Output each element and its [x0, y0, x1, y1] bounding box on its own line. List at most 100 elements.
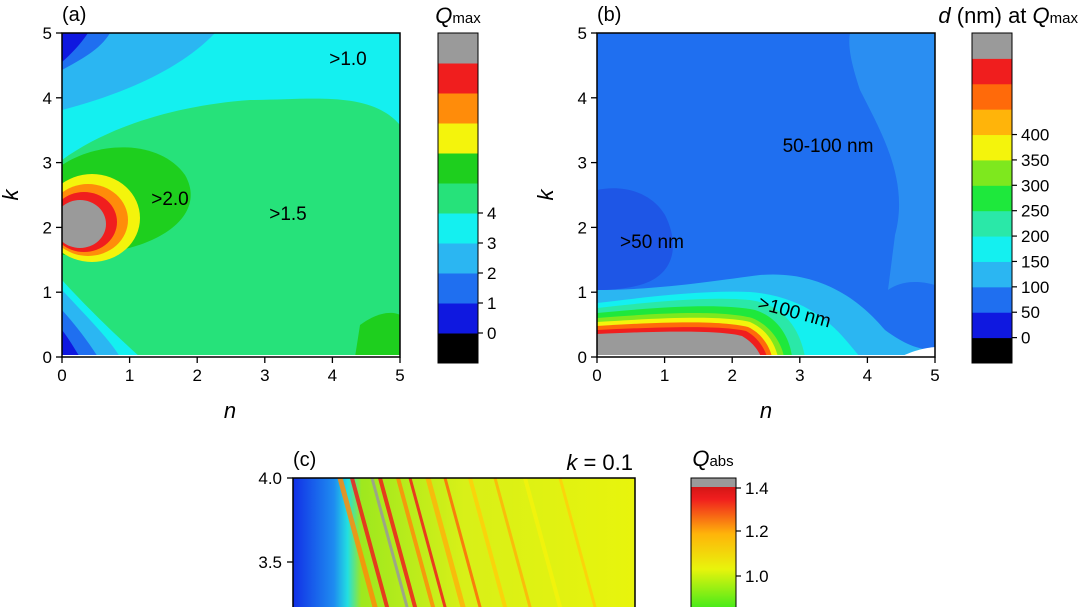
panel-c-resonance-band: [558, 478, 598, 612]
panel-b-xtick-label: 3: [795, 366, 804, 385]
panel-b-colorbar-band: [972, 185, 1012, 212]
panel-a-colorbar-band: [438, 153, 478, 184]
panel-b-ytick-label: 3: [578, 154, 587, 173]
panel-a-y-axis: 0 1 2 3 4 5: [43, 24, 62, 367]
panel-b-annotation-2: >50 nm: [620, 232, 684, 253]
panel-b-colorbar-band: [972, 159, 1012, 186]
panel-a-colorbar-tick-label: 4: [487, 204, 496, 223]
panel-b-label: (b): [597, 4, 621, 26]
panel-b-colorbar: 0 50 100 150 200 250 300 350 400: [971, 32, 1049, 364]
panel-c-resonance-band: [443, 478, 483, 612]
panel-b-colorbar-band: [972, 58, 1012, 85]
panel-b-ytick-label: 4: [578, 89, 587, 108]
panel-b-ytick-label: 0: [578, 348, 587, 367]
panel-c-colorbar-tick-label: 1.4: [745, 479, 769, 498]
panel-b-xlabel: n: [760, 398, 772, 423]
panel-a-label: (a): [62, 4, 86, 26]
panel-a-ytick-label: 1: [43, 283, 52, 302]
panel-a-frame: [61, 32, 401, 358]
panel-c-label: (c): [293, 449, 316, 471]
panel-c-colorbar-tick-label: 1.2: [745, 522, 769, 541]
panel-c-resonance-band: [425, 478, 467, 612]
panel-c-resonance-band: [408, 478, 448, 612]
panel-a-colorbar-band: [438, 333, 478, 364]
panel-a-colorbar-band: [438, 93, 478, 124]
panel-c-map: [293, 478, 635, 612]
panel-a-colorbar-tick-label: 3: [487, 234, 496, 253]
panel-a-xtick-label: 0: [57, 366, 66, 385]
panel-c-colorbar-gradient: [691, 478, 736, 612]
panel-b-colorbar-band: [972, 109, 1012, 136]
panel-c-resonance-band: [337, 478, 379, 612]
panel-a-ytick-label: 4: [43, 89, 52, 108]
panel-a-colorbar-tick-label: 2: [487, 264, 496, 283]
panel-a-colorbar-tick-label: 0: [487, 324, 496, 343]
panel-c-ytick-label: 4.0: [258, 469, 282, 488]
panel-b-xtick-label: 4: [863, 366, 872, 385]
panel-b-colorbar-tick-label: 100: [1021, 278, 1049, 297]
panel-c-resonance-band: [396, 478, 437, 612]
panel-b-xtick-label: 2: [727, 366, 736, 385]
panel-a-colorbar-tick-label: 1: [487, 294, 496, 313]
panel-a-ytick-label: 5: [43, 24, 52, 43]
panel-b-colorbar-tick-label: 300: [1021, 176, 1049, 195]
panel-a-xtick-label: 3: [260, 366, 269, 385]
panel-c-resonance-band: [523, 478, 564, 612]
panel-c-resonance-band: [468, 478, 509, 612]
panel-a-colorbar-band: [438, 303, 478, 334]
panel-c-colorbar: 1.4 1.2 1.0: [690, 477, 769, 612]
panel-c-colorbar-overflow: [691, 478, 736, 487]
panel-b-colorbar-frame: [971, 32, 1013, 364]
panel-b-colorbar-title: d (nm) at Qmax: [938, 3, 1078, 28]
panel-b-colorbar-tick-label: 250: [1021, 202, 1049, 221]
panel-b-annotation-1: 50-100 nm: [783, 136, 874, 157]
panel-a-xtick-label: 4: [328, 366, 337, 385]
panel-b-colorbar-tick-label: 350: [1021, 151, 1049, 170]
panel-c-colorbar-frame: [690, 477, 737, 612]
panel-b-colorbar-band: [972, 210, 1012, 237]
panel-a-annotation-3: >1.5: [269, 204, 307, 225]
panel-b-colorbar-band: [972, 134, 1012, 161]
panel-b-ytick-label: 2: [578, 218, 587, 237]
panel-c-colorbar-title: Qabs: [692, 446, 733, 471]
panel-b-colorbar-band: [972, 33, 1012, 59]
panel-a-ytick-label: 0: [43, 348, 52, 367]
panel-b-contours: [597, 33, 935, 357]
panel-b-colorbar-band: [972, 337, 1012, 364]
panel-b-colorbar-tick-label: 150: [1021, 252, 1049, 271]
panel-b-ylabel: k: [533, 189, 558, 201]
panel-b-colorbar-band: [972, 261, 1012, 288]
panel-c-resonance-band: [378, 478, 419, 612]
panel-c-resonance-band: [493, 478, 533, 612]
panel-b-x-axis: 0 1 2 3 4 5: [592, 357, 940, 385]
panel-b-colorbar-tick-label: 400: [1021, 126, 1049, 145]
panel-a-ylabel: k: [0, 189, 23, 201]
panel-c-frame: [292, 477, 636, 612]
panel-a-colorbar-band: [438, 63, 478, 94]
panel-a-colorbar-title: Qmax: [435, 3, 481, 28]
panel-c-resonance-band: [350, 478, 391, 612]
panel-a-xtick-label: 2: [192, 366, 201, 385]
panel-b-colorbar-tick-label: 0: [1021, 329, 1030, 348]
panel-c-colorbar-tick-label: 1.0: [745, 567, 769, 586]
panel-c: 4.0 3.5 (c) k = 0.1 1.4 1.2 1.0 Qabs: [258, 446, 769, 612]
panel-a-colorbar-band: [438, 33, 478, 64]
panel-a-x-axis: 0 1 2 3 4 5: [57, 357, 405, 385]
panel-c-resonance-band: [370, 478, 410, 612]
panel-a-xtick-label: 1: [125, 366, 134, 385]
panel-a-annotation-2: >2.0: [151, 189, 189, 210]
panel-b-xtick-label: 1: [660, 366, 669, 385]
panel-a-colorbar: 0 1 2 3 4: [437, 32, 496, 364]
panel-b-colorbar-tick-label: 200: [1021, 227, 1049, 246]
panel-a-colorbar-frame: [437, 32, 479, 364]
panel-a-annotation-1: >1.0: [329, 49, 367, 70]
panel-c-title: k = 0.1: [566, 450, 633, 475]
panel-b-xtick-label: 5: [930, 366, 939, 385]
panel-b-colorbar-band: [972, 236, 1012, 262]
panel-b-colorbar-band: [972, 286, 1012, 313]
panel-c-y-axis: 4.0 3.5: [258, 469, 293, 572]
panel-b-ytick-label: 5: [578, 24, 587, 43]
panel-b-ytick-label: 1: [578, 283, 587, 302]
